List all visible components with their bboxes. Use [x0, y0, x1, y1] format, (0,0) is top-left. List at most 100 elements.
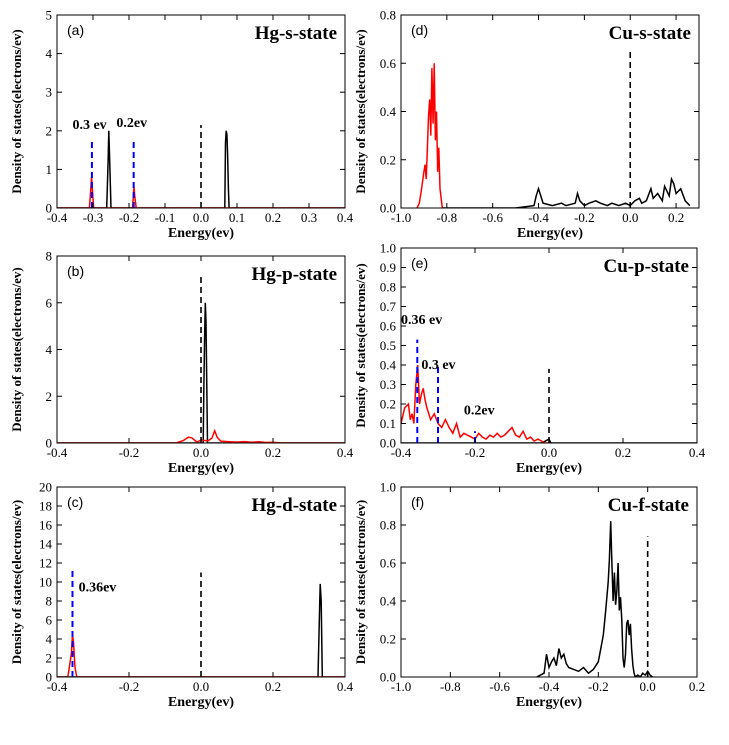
x-tick-label: -1.0 [391, 679, 412, 694]
y-tick-label: 0 [46, 670, 53, 685]
peak-annotation: 0.2ev [116, 116, 147, 131]
x-tick-label: -0.8 [440, 679, 461, 694]
y-tick-label: 0 [46, 201, 53, 216]
x-tick-label: -0.6 [489, 679, 510, 694]
x-tick-label: 0.1 [229, 210, 245, 225]
x-tick-label: -0.2 [119, 210, 140, 225]
panel-title: Cu-p-state [604, 256, 690, 277]
panel-title: Cu-f-state [608, 495, 689, 516]
panel-label: (f) [411, 494, 424, 510]
y-axis-label: Density of states(electrons/ev) [353, 263, 368, 427]
chart-panel-1: -0.4 -0.3 -0.2 -0.1 0.0 0.1 0.2 0.3 0.4 0 1 2 3 4 5 Ene… [9, 8, 354, 242]
series-line-2 [416, 63, 444, 208]
chart-panel-4: -1.0 -0.8 -0.6 -0.4 -0.2 0.0 0.2 0.0 0.2 0.4 0.6 0.… [353, 8, 700, 241]
x-tick-label: -0.8 [437, 210, 458, 225]
x-tick-label: -0.4 [47, 679, 68, 694]
x-tick-label: -1.0 [391, 210, 412, 225]
panel-label: (e) [411, 255, 428, 271]
x-tick-label: 0.2 [615, 445, 631, 460]
y-tick-label: 0.5 [380, 338, 396, 353]
x-tick-label: 0.2 [265, 210, 281, 225]
y-axis-label: Density of states(electrons/ev) [353, 500, 368, 664]
series-line-1 [57, 583, 345, 677]
y-axis-label: Density of states(electrons/ev) [9, 29, 24, 193]
chart-panel-5: -0.4 -0.2 0.0 0.2 0.4 0.0 0.1 0.2 0.3 0.4 0.5 0.6 0.… [353, 241, 706, 477]
x-tick-label: -0.4 [47, 445, 68, 460]
x-tick-label: 0.2 [689, 679, 705, 694]
x-tick-label: -0.2 [588, 679, 609, 694]
y-tick-label: 0.4 [380, 594, 397, 609]
x-tick-label: -0.4 [539, 679, 560, 694]
y-tick-label: 18 [39, 499, 52, 514]
y-tick-label: 0.0 [380, 201, 396, 216]
y-tick-label: 14 [39, 537, 53, 552]
series-line-2 [401, 364, 549, 443]
chart-panel-6: -1.0 -0.8 -0.6 -0.4 -0.2 0.0 0.2 0.0 0.2 0.4 0.6 0.… [353, 480, 705, 711]
y-tick-label: 0 [46, 436, 53, 451]
x-tick-label: -0.2 [465, 445, 486, 460]
y-tick-label: 3 [46, 85, 53, 100]
y-tick-label: 1.0 [380, 241, 396, 256]
panel-title: Hg-s-state [255, 23, 337, 44]
panel-label: (d) [411, 22, 428, 38]
y-tick-label: 2 [46, 389, 53, 404]
y-tick-label: 10 [39, 575, 52, 590]
y-axis-label: Density of states(electrons/ev) [9, 500, 24, 664]
x-axis-label: Energy(ev) [517, 226, 583, 241]
x-tick-label: 0.0 [541, 445, 557, 460]
x-tick-label: -0.3 [83, 210, 104, 225]
y-tick-label: 5 [46, 8, 53, 23]
x-tick-label: -0.4 [47, 210, 68, 225]
y-tick-label: 4 [46, 632, 53, 647]
series-line-2 [57, 428, 345, 443]
y-tick-label: 0.2 [380, 397, 396, 412]
panel-title: Hg-p-state [252, 264, 337, 285]
y-tick-label: 6 [46, 295, 53, 310]
panel-label: (a) [67, 22, 84, 38]
x-tick-label: -0.4 [391, 445, 412, 460]
y-tick-label: 0.8 [380, 8, 396, 23]
x-tick-label: 0.0 [193, 210, 209, 225]
x-tick-label: 0.4 [689, 445, 706, 460]
chart-panel-2: -0.4 -0.2 0.0 0.2 0.4 0 2 4 6 8 Energy(ev) Density … [9, 249, 354, 477]
x-tick-label: -0.4 [528, 210, 549, 225]
y-tick-label: 4 [46, 46, 53, 61]
y-tick-label: 0.6 [380, 56, 397, 71]
x-tick-label: -0.6 [482, 210, 503, 225]
x-tick-label: 0.2 [265, 445, 281, 460]
y-axis-label: Density of states(electrons/ev) [9, 267, 24, 431]
y-tick-label: 0.8 [380, 280, 396, 295]
y-tick-label: 0.6 [380, 319, 397, 334]
y-tick-label: 2 [46, 651, 53, 666]
x-tick-label: 0.0 [193, 679, 209, 694]
x-tick-label: -0.2 [119, 445, 140, 460]
peak-annotation: 0.3 ev [72, 118, 106, 133]
x-tick-label: -0.1 [155, 210, 176, 225]
x-tick-label: 0.4 [337, 445, 354, 460]
y-axis-label: Density of states(electrons/ev) [353, 29, 368, 193]
peak-annotation: 0.36ev [79, 581, 117, 596]
y-tick-label: 0.6 [380, 556, 397, 571]
x-tick-label: 0.0 [622, 210, 638, 225]
x-axis-label: Energy(ev) [516, 461, 582, 476]
x-axis-label: Energy(ev) [168, 695, 234, 710]
x-axis-label: Energy(ev) [516, 695, 582, 710]
x-tick-label: 0.0 [193, 445, 209, 460]
series-line-1 [401, 438, 697, 443]
y-tick-label: 1.0 [380, 480, 396, 495]
y-tick-label: 8 [46, 249, 53, 264]
x-tick-label: 0.4 [337, 679, 354, 694]
panel-title: Cu-s-state [609, 23, 691, 44]
x-tick-label: 0.0 [640, 679, 656, 694]
y-tick-label: 0.1 [380, 416, 396, 431]
panel-label: (b) [67, 263, 84, 279]
plot-frame [400, 247, 698, 444]
x-tick-label: 0.3 [301, 210, 317, 225]
y-tick-label: 0.4 [380, 104, 397, 119]
y-tick-label: 6 [46, 613, 53, 628]
x-tick-label: -0.2 [574, 210, 595, 225]
x-tick-label: 0.2 [265, 679, 281, 694]
y-tick-label: 20 [39, 480, 52, 495]
panel-title: Hg-d-state [252, 495, 337, 516]
y-tick-label: 8 [46, 594, 53, 609]
